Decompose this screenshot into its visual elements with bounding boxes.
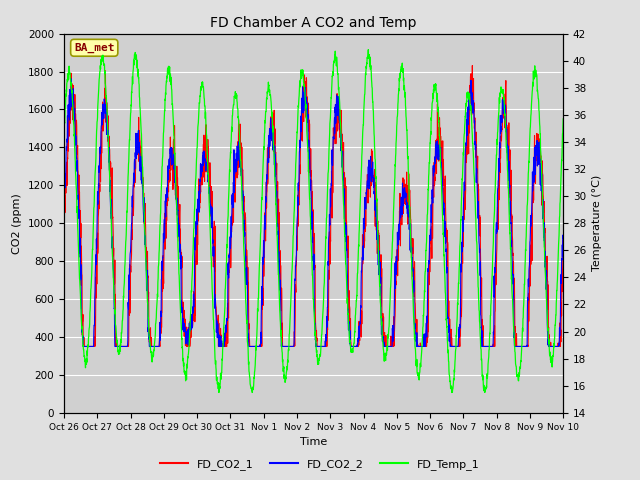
X-axis label: Time: Time	[300, 437, 327, 447]
Text: BA_met: BA_met	[74, 43, 115, 53]
Legend: FD_CO2_1, FD_CO2_2, FD_Temp_1: FD_CO2_1, FD_CO2_2, FD_Temp_1	[156, 455, 484, 474]
Title: FD Chamber A CO2 and Temp: FD Chamber A CO2 and Temp	[211, 16, 417, 30]
Y-axis label: Temperature (°C): Temperature (°C)	[592, 175, 602, 271]
Y-axis label: CO2 (ppm): CO2 (ppm)	[12, 193, 22, 253]
